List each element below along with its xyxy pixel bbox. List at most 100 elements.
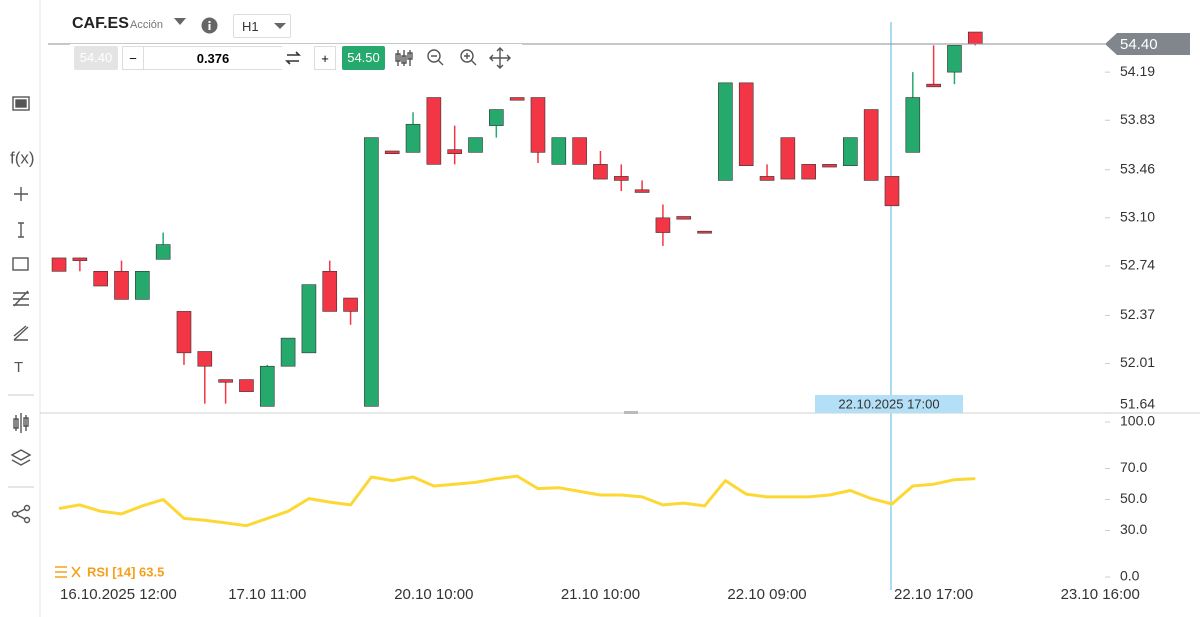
tool-line[interactable]: [18, 222, 24, 238]
tool-share-dot: [23, 504, 31, 512]
y-tick-label: 52.01: [1120, 354, 1155, 370]
candle-body: [489, 109, 504, 126]
rsi-label: RSI [14] 63.5: [87, 564, 164, 579]
x-tick-label: 22.10 09:00: [727, 586, 806, 603]
x-tick-label: 20.10 10:00: [394, 586, 473, 603]
instrument-type: Acción: [130, 19, 164, 31]
tool-layout-fill: [15, 99, 27, 108]
rsi-remove-icon[interactable]: [71, 566, 81, 578]
toolbar-separator: [8, 394, 34, 488]
y-tick-label: 52.37: [1120, 306, 1155, 322]
candle-body: [926, 83, 941, 88]
decrease-qty[interactable]: −: [122, 46, 144, 70]
candle-body: [593, 164, 608, 180]
y-tick-label: 53.46: [1120, 160, 1155, 176]
candle-body: [176, 311, 192, 354]
candle-body: [780, 137, 796, 180]
interval-arrow: [274, 23, 286, 29]
swap-arrows: [285, 51, 301, 65]
candle-body: [135, 271, 150, 300]
info-icon[interactable]: [201, 17, 218, 34]
candle-body: [301, 284, 317, 354]
zoom-out-icon[interactable]: [427, 49, 441, 63]
tool-layers[interactable]: [10, 449, 32, 466]
y-tick-label: 53.10: [1120, 209, 1155, 225]
quantity[interactable]: 0.376: [144, 46, 282, 70]
candle-body: [259, 365, 275, 407]
y-tick-label: 70.0: [1120, 459, 1147, 475]
candle-body: [738, 82, 754, 167]
interval-select[interactable]: H1: [233, 14, 291, 38]
chart-type-icon[interactable]: [395, 50, 413, 66]
candle-body: [843, 137, 858, 167]
candle-body: [93, 271, 108, 287]
candle-body: [51, 257, 67, 272]
candle-body: [218, 379, 233, 383]
candle-body: [655, 217, 671, 233]
candle-body: [280, 337, 296, 367]
rsi-line: [58, 474, 976, 528]
candle-body: [197, 351, 213, 367]
y-tick-label: 0.0: [1120, 568, 1140, 584]
tool-share-dot: [23, 516, 31, 524]
buy-price[interactable]: 54.50: [342, 46, 385, 70]
candle-body: [884, 176, 900, 207]
tool-fib[interactable]: [13, 290, 29, 307]
x-tick-label: 17.10 11:00: [228, 586, 306, 603]
candle-body: [822, 164, 837, 168]
tool-pitchfork[interactable]: [13, 325, 29, 341]
y-tick-label: 30.0: [1120, 521, 1147, 537]
y-tick-label: 51.64: [1120, 396, 1155, 412]
tool-text[interactable]: T: [14, 359, 23, 376]
candle-body: [530, 97, 546, 153]
y-tick-label: 52.74: [1120, 257, 1155, 273]
tool-layout[interactable]: [12, 96, 30, 111]
symbol-dropdown[interactable]: [173, 17, 187, 27]
tool-indicators[interactable]: [13, 413, 29, 433]
candle-body: [384, 150, 400, 154]
candle-body: [72, 257, 88, 261]
tool-share[interactable]: [11, 510, 19, 518]
x-tick-label: 22.10 17:00: [894, 586, 973, 603]
panel-handle[interactable]: [624, 411, 638, 414]
y-tick-label: 100.0: [1120, 413, 1155, 429]
sell-price[interactable]: 54.40: [74, 46, 118, 70]
interval: H1: [242, 19, 259, 34]
candle-body: [155, 244, 171, 260]
zoom-in-mark: [464, 53, 477, 66]
candle-body: [509, 97, 525, 101]
candle-body: [967, 31, 983, 45]
candle-body: [343, 297, 358, 312]
tool-fx[interactable]: f(x): [10, 148, 35, 167]
candle-body: [697, 230, 712, 234]
swap-icon[interactable]: [284, 49, 302, 67]
crosshair-box: [815, 395, 963, 413]
candle-body: [718, 82, 733, 181]
candle-body: [322, 271, 338, 312]
dropdown-arrow: [174, 18, 186, 25]
y-tick-label: 50.0: [1120, 490, 1147, 506]
arrow: [274, 23, 286, 29]
info-bar: [208, 24, 211, 30]
y-tick-label: 54.19: [1120, 63, 1155, 79]
pan-icon[interactable]: [489, 47, 511, 69]
crosshair-label: 22.10.2025 17:00: [838, 396, 939, 411]
increase-qty[interactable]: +: [314, 46, 336, 70]
candle-body: [114, 271, 129, 300]
candle-body: [468, 137, 483, 153]
candle-body: [405, 123, 421, 153]
tool-share-link: [16, 508, 26, 520]
tool-rect[interactable]: [12, 257, 29, 271]
symbol[interactable]: CAF.ES: [72, 15, 129, 32]
candle-body: [759, 176, 775, 181]
zoom-out-mark: [431, 55, 444, 66]
candle-body: [572, 137, 587, 165]
candle-body: [634, 189, 650, 193]
candle-body: [551, 137, 567, 165]
rsi-settings-icon[interactable]: [55, 566, 67, 578]
zoom-in-icon[interactable]: [460, 49, 474, 63]
last-price-label: 54.40: [1120, 36, 1158, 53]
tool-cross[interactable]: [14, 187, 28, 201]
